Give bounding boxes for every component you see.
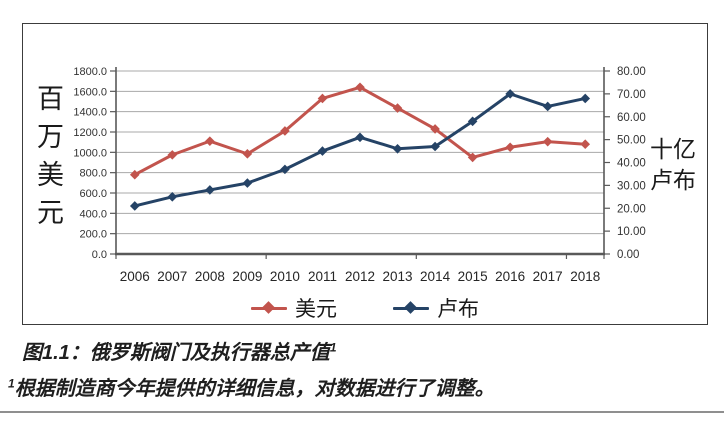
- x-axis-year-label: 2012: [345, 269, 375, 284]
- x-axis-year-label: 2014: [420, 269, 451, 284]
- rub-line-marker-icon: [393, 300, 429, 314]
- legend-label-rub: 卢布: [437, 298, 479, 321]
- figure-caption: 图1.1：俄罗斯阀门及执行器总产值1: [22, 336, 337, 365]
- usd-line: [134, 85, 586, 177]
- rub-data-point-marker: [242, 178, 253, 188]
- figure-footnote-text: 根据制造商今年提供的详细信息，对数据进行了调整。: [14, 378, 495, 400]
- rub-data-point-marker: [392, 143, 403, 154]
- right-axis-title-line1: 十亿: [650, 136, 696, 162]
- rub-data-point-marker: [355, 132, 365, 143]
- figure-footnote: 1根据制造商今年提供的详细信息，对数据进行了调整。: [8, 372, 495, 401]
- x-axis-year-label: 2009: [232, 269, 262, 284]
- series-usd: [129, 82, 591, 180]
- legend-item-usd: 美元: [251, 293, 337, 323]
- right-axis-title-line2: 卢布: [650, 167, 696, 193]
- x-axis-year-label: 2016: [495, 269, 525, 284]
- chart-legend: 美元 卢布: [23, 294, 707, 322]
- rub-data-point-marker: [129, 201, 140, 211]
- left-axis-tick-label: 200.0: [79, 229, 107, 241]
- x-axis-year-label: 2011: [308, 269, 337, 284]
- usd-data-point-marker: [505, 142, 515, 153]
- usd-data-point-marker: [467, 152, 478, 163]
- axes: [110, 67, 610, 259]
- chart-plot-area: 1800.0 1600.0 1400.0 1200.0 1000.0 800.0 600.0…: [73, 66, 645, 284]
- left-axis-tick-label: 1000.0: [73, 147, 107, 159]
- usd-data-point-marker: [129, 169, 140, 180]
- right-axis-tick-label: 40.00: [617, 158, 646, 170]
- usd-data-point-marker: [280, 126, 290, 136]
- gridlines: [116, 70, 604, 235]
- usd-data-point-marker: [242, 149, 253, 159]
- left-axis-tick-label: 0.0: [92, 249, 107, 261]
- figure-footnote-superscript: 1: [8, 376, 15, 391]
- series-rub: [129, 89, 591, 211]
- x-axis-year-label: 2017: [533, 269, 563, 284]
- usd-data-point-marker: [167, 150, 178, 160]
- figure-chart: 1800.0 1600.0 1400.0 1200.0 1000.0 800.0 600.0…: [22, 23, 708, 325]
- left-axis-tick-label: 1200.0: [73, 127, 107, 139]
- right-axis-tick-label: 60.00: [617, 112, 646, 124]
- right-axis-tick-label: 30.00: [617, 180, 646, 192]
- right-axis-tick-label: 10.00: [617, 226, 646, 238]
- x-axis-year-label: 2007: [157, 269, 187, 284]
- left-axis-tick-label: 1600.0: [73, 86, 107, 98]
- rub-data-point-marker: [167, 192, 178, 202]
- right-axis-tick-label: 20.00: [617, 203, 646, 215]
- rub-data-point-marker: [317, 146, 328, 156]
- rub-data-point-marker: [580, 93, 591, 104]
- x-axis-year-label: 2013: [383, 269, 413, 284]
- usd-line-marker-icon: [251, 300, 287, 314]
- usd-data-point-marker: [392, 103, 403, 113]
- left-axis-tick-label: 400.0: [79, 208, 107, 220]
- left-axis-tick-label: 1800.0: [73, 66, 107, 78]
- legend-item-rub: 卢布: [393, 293, 479, 323]
- usd-data-point-marker: [580, 139, 591, 149]
- right-axis-tick-label: 50.00: [617, 135, 646, 147]
- x-axis-year-label: 2008: [195, 269, 225, 284]
- figure-caption-superscript: 1: [329, 340, 337, 355]
- x-axis-year-label: 2006: [120, 269, 150, 284]
- right-axis-tick-label: 80.00: [617, 66, 646, 78]
- usd-data-point-marker: [542, 136, 553, 147]
- x-axis-year-label: 2018: [570, 269, 600, 284]
- left-axis-tick-label: 600.0: [79, 188, 107, 200]
- axis-tick-labels: 1800.0 1600.0 1400.0 1200.0 1000.0 800.0 600.0…: [73, 66, 645, 261]
- rub-data-point-marker: [505, 89, 515, 99]
- right-axis-title: 十亿 卢布: [650, 134, 696, 196]
- rub-data-point-marker: [542, 101, 553, 112]
- usd-data-point-marker: [317, 93, 328, 104]
- rub-data-point-marker: [205, 185, 215, 195]
- x-axis-year-label: 2015: [458, 269, 488, 284]
- left-axis-tick-label: 800.0: [79, 168, 107, 180]
- rub-data-point-marker: [280, 164, 290, 175]
- x-axis-year-labels: 2006 2007 2008 2009 2010 2011 2012 2013 2014 2015…: [120, 269, 601, 284]
- usd-data-point-marker: [205, 136, 215, 146]
- right-axis-tick-label: 0.00: [617, 249, 639, 261]
- figure-caption-text: 图1.1：俄罗斯阀门及执行器总产值: [22, 342, 330, 364]
- usd-data-point-marker: [355, 82, 365, 93]
- rub-line: [134, 92, 586, 208]
- legend-label-usd: 美元: [295, 298, 337, 321]
- right-axis-tick-label: 70.00: [617, 89, 646, 101]
- page-divider-line: [0, 411, 724, 413]
- left-axis-tick-label: 1400.0: [73, 107, 107, 119]
- rub-data-point-marker: [467, 116, 478, 127]
- x-axis-year-label: 2010: [270, 269, 300, 284]
- left-axis-title: 百万美元: [33, 84, 63, 236]
